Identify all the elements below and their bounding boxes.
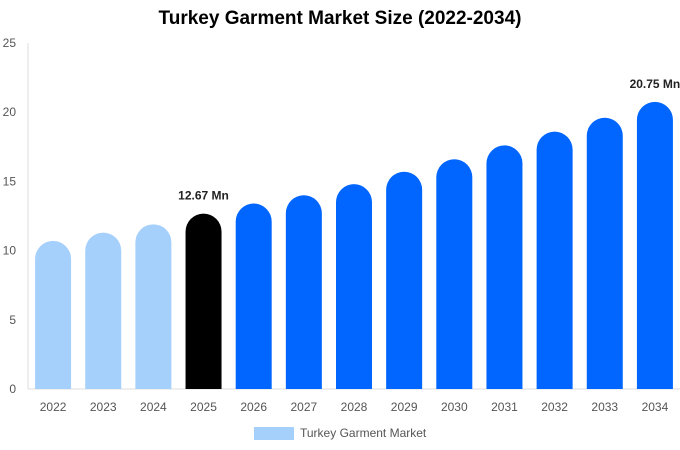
bars xyxy=(35,101,673,390)
bar-2027[interactable] xyxy=(285,195,322,389)
bar-2025[interactable] xyxy=(185,213,222,389)
bar-2026[interactable] xyxy=(235,203,272,389)
y-tick-label: 0 xyxy=(9,382,16,396)
x-tick-label: 2028 xyxy=(341,400,368,414)
y-tick-label: 15 xyxy=(3,174,17,188)
bar-2029[interactable] xyxy=(386,171,423,389)
y-tick-label: 25 xyxy=(3,36,17,50)
bar-2031[interactable] xyxy=(486,145,523,389)
x-tick-label: 2023 xyxy=(90,400,117,414)
bar-2028[interactable] xyxy=(336,184,372,389)
bar-2033[interactable] xyxy=(586,117,623,389)
x-tick-label: 2034 xyxy=(642,400,669,414)
legend-label[interactable]: Turkey Garment Market xyxy=(300,426,427,440)
x-tick-label: 2033 xyxy=(591,400,618,414)
data-label-2034: 20.75 Mn xyxy=(630,77,680,91)
y-tick-label: 20 xyxy=(3,105,17,119)
data-label-2025: 12.67 Mn xyxy=(178,189,229,203)
x-tick-label: 2031 xyxy=(491,400,518,414)
bar-2023[interactable] xyxy=(85,232,122,389)
bar-2022[interactable] xyxy=(35,240,72,389)
legend[interactable]: Turkey Garment Market xyxy=(254,426,427,440)
data-labels: 12.67 Mn 20.75 Mn xyxy=(178,77,680,203)
x-tick-label: 2032 xyxy=(541,400,568,414)
y-tick-label: 5 xyxy=(9,313,16,327)
x-tick-label: 2025 xyxy=(190,400,217,414)
x-tick-label: 2030 xyxy=(441,400,468,414)
bar-2032[interactable] xyxy=(536,131,573,390)
legend-swatch[interactable] xyxy=(254,427,294,440)
bar-2030[interactable] xyxy=(436,159,473,389)
bar-2024[interactable] xyxy=(135,224,172,389)
x-tick-label: 2022 xyxy=(40,400,67,414)
x-tick-label: 2024 xyxy=(140,400,167,414)
x-tick-label: 2027 xyxy=(290,400,317,414)
x-tick-label: 2026 xyxy=(240,400,267,414)
y-tick-label: 10 xyxy=(3,244,17,258)
bar-2034[interactable] xyxy=(636,101,673,389)
chart-title: Turkey Garment Market Size (2022-2034) xyxy=(158,8,522,29)
x-tick-label: 2029 xyxy=(391,400,418,414)
